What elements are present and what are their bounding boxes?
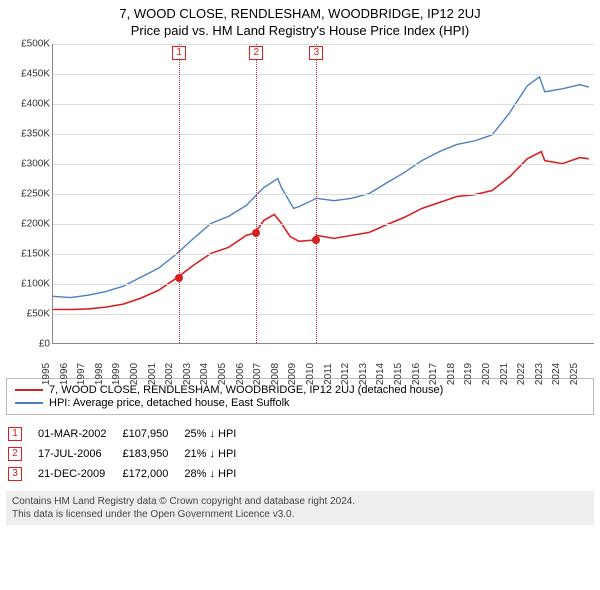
legend-swatch — [15, 402, 43, 404]
y-tick-label: £200K — [21, 219, 50, 230]
gridline — [53, 224, 594, 225]
x-tick-label: 2007 — [252, 363, 263, 385]
x-tick-label: 2000 — [129, 363, 140, 385]
x-tick-label: 2013 — [358, 363, 369, 385]
callout-delta: 25% ↓ HPI — [184, 425, 250, 443]
chart-subtitle: Price paid vs. HM Land Registry's House … — [6, 23, 594, 38]
x-tick-label: 2014 — [375, 363, 386, 385]
sale-marker-dot — [175, 274, 183, 282]
gridline — [53, 284, 594, 285]
gridline — [53, 164, 594, 165]
callout-delta: 21% ↓ HPI — [184, 445, 250, 463]
footer-attribution: Contains HM Land Registry data © Crown c… — [6, 491, 594, 525]
gridline — [53, 74, 594, 75]
x-tick-label: 2023 — [534, 363, 545, 385]
y-tick-label: £450K — [21, 69, 50, 80]
gridline — [53, 134, 594, 135]
x-tick-label: 1995 — [41, 363, 52, 385]
series-hpi — [53, 77, 589, 298]
x-tick-label: 2009 — [287, 363, 298, 385]
x-tick-label: 1996 — [59, 363, 70, 385]
callout-table: 1 01-MAR-2002£107,95025% ↓ HPI 2 17-JUL-200… — [6, 423, 252, 485]
x-tick-label: 2019 — [463, 363, 474, 385]
callout-delta: 28% ↓ HPI — [184, 465, 250, 483]
callout-row: 2 17-JUL-2006£183,95021% ↓ HPI — [8, 445, 250, 463]
legend-item: HPI: Average price, detached house, East… — [15, 397, 585, 409]
callout-line — [256, 44, 257, 343]
callout-marker: 2 — [249, 46, 263, 60]
footer-line: This data is licensed under the Open Gov… — [12, 508, 588, 521]
x-tick-label: 2012 — [340, 363, 351, 385]
callout-marker: 1 — [172, 46, 186, 60]
x-tick-label: 2004 — [199, 363, 210, 385]
sale-marker-dot — [252, 229, 260, 237]
gridline — [53, 314, 594, 315]
sale-marker-dot — [312, 236, 320, 244]
gridline — [53, 254, 594, 255]
x-tick-label: 2002 — [164, 363, 175, 385]
callout-number-box: 3 — [8, 467, 22, 481]
chart-area: £0 £50K £100K £150K £200K £250K £300K £350K £400… — [6, 44, 594, 374]
x-tick-label: 2001 — [147, 363, 158, 385]
x-tick-label: 2008 — [270, 363, 281, 385]
callout-line — [316, 44, 317, 343]
x-tick-label: 2006 — [235, 363, 246, 385]
y-tick-label: £300K — [21, 159, 50, 170]
x-tick-label: 2011 — [323, 363, 334, 385]
y-tick-label: £100K — [21, 279, 50, 290]
chart-title: 7, WOOD CLOSE, RENDLESHAM, WOODBRIDGE, I… — [6, 6, 594, 21]
footer-line: Contains HM Land Registry data © Crown c… — [12, 495, 588, 508]
x-tick-label: 2018 — [446, 363, 457, 385]
y-tick-label: £350K — [21, 129, 50, 140]
y-tick-label: £50K — [27, 309, 50, 320]
gridline — [53, 104, 594, 105]
x-tick-label: 2003 — [182, 363, 193, 385]
x-tick-label: 2024 — [551, 363, 562, 385]
x-tick-label: 2016 — [411, 363, 422, 385]
series-property — [53, 152, 589, 310]
plot-region: 1 2 3 — [52, 44, 594, 344]
callout-number-box: 1 — [8, 427, 22, 441]
x-tick-label: 2020 — [481, 363, 492, 385]
x-tick-label: 1998 — [94, 363, 105, 385]
x-tick-label: 1999 — [111, 363, 122, 385]
y-tick-label: £250K — [21, 189, 50, 200]
y-tick-label: £400K — [21, 99, 50, 110]
callout-price: £107,950 — [122, 425, 182, 443]
callout-line — [179, 44, 180, 343]
callout-price: £172,000 — [122, 465, 182, 483]
y-axis: £0 £50K £100K £150K £200K £250K £300K £350K £400… — [6, 44, 52, 374]
x-tick-label: 2022 — [516, 363, 527, 385]
callout-row: 1 01-MAR-2002£107,95025% ↓ HPI — [8, 425, 250, 443]
legend-swatch — [15, 389, 43, 391]
legend-item: 7, WOOD CLOSE, RENDLESHAM, WOODBRIDGE, I… — [15, 384, 585, 396]
legend-label: 7, WOOD CLOSE, RENDLESHAM, WOODBRIDGE, I… — [49, 384, 443, 396]
callout-marker: 3 — [309, 46, 323, 60]
callout-number-box: 2 — [8, 447, 22, 461]
x-tick-label: 2021 — [499, 363, 510, 385]
callout-date: 17-JUL-2006 — [38, 445, 120, 463]
x-axis: 1995199619971998199920002001200220032004… — [52, 344, 594, 374]
legend-label: HPI: Average price, detached house, East… — [49, 397, 290, 409]
x-tick-label: 2017 — [428, 363, 439, 385]
x-tick-label: 2015 — [393, 363, 404, 385]
x-tick-label: 1997 — [76, 363, 87, 385]
callout-date: 01-MAR-2002 — [38, 425, 120, 443]
y-tick-label: £150K — [21, 249, 50, 260]
y-tick-label: £500K — [21, 39, 50, 50]
x-tick-label: 2005 — [217, 363, 228, 385]
x-tick-label: 2025 — [569, 363, 580, 385]
callout-date: 21-DEC-2009 — [38, 465, 120, 483]
callout-price: £183,950 — [122, 445, 182, 463]
x-tick-label: 2010 — [305, 363, 316, 385]
y-tick-label: £0 — [39, 339, 50, 350]
callout-row: 3 21-DEC-2009£172,00028% ↓ HPI — [8, 465, 250, 483]
gridline — [53, 44, 594, 45]
gridline — [53, 194, 594, 195]
